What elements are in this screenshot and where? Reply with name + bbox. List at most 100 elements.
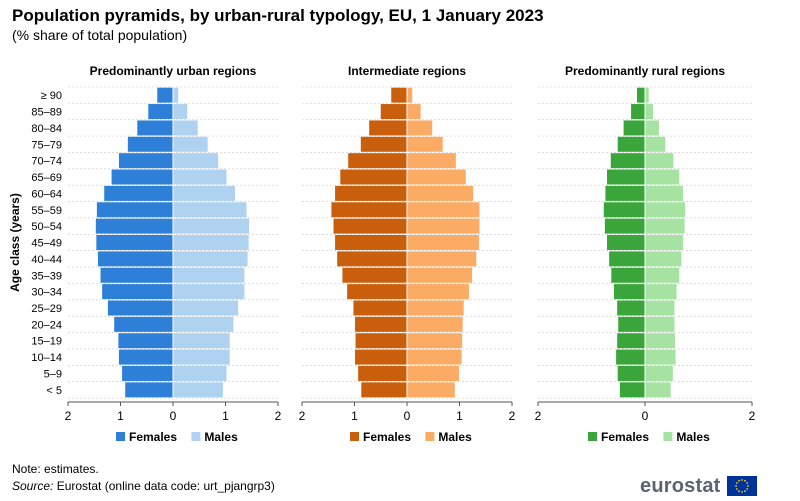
bar-males xyxy=(407,136,443,152)
x-tick-label: 2 xyxy=(535,409,542,423)
bar-females xyxy=(348,153,407,169)
bar-males xyxy=(645,251,682,267)
bar-females xyxy=(617,333,645,349)
flag-star xyxy=(740,491,743,493)
panel-title: Intermediate regions xyxy=(348,64,466,78)
bar-females xyxy=(342,267,407,283)
x-tick-label: 1 xyxy=(456,409,463,423)
x-tick-label: 1 xyxy=(117,409,124,423)
legend-label: Females xyxy=(363,430,411,444)
bar-females xyxy=(380,104,407,120)
bar-males xyxy=(645,185,683,201)
bar-females xyxy=(617,365,645,381)
flag-star xyxy=(743,490,746,493)
bar-males xyxy=(173,365,227,381)
note-text: Note: estimates. xyxy=(12,462,99,476)
bar-females xyxy=(107,300,173,316)
bar-females xyxy=(104,185,173,201)
bar-males xyxy=(645,153,674,169)
bar-males xyxy=(407,267,473,283)
x-tick-label: 2 xyxy=(749,409,756,423)
legend-label: Females xyxy=(129,430,177,444)
bar-males xyxy=(645,316,675,332)
bar-females xyxy=(118,333,173,349)
x-tick-label: 2 xyxy=(299,409,306,423)
age-class-label: < 5 xyxy=(46,385,62,397)
bar-females xyxy=(611,267,645,283)
age-class-label: 60–64 xyxy=(31,188,62,200)
x-tick-label: 0 xyxy=(404,409,411,423)
bar-males xyxy=(173,316,234,332)
bar-females xyxy=(616,349,645,365)
age-class-label: 10–14 xyxy=(31,352,62,364)
panel-title: Predominantly urban regions xyxy=(90,64,257,78)
x-tick-label: 1 xyxy=(351,409,358,423)
bar-males xyxy=(173,202,247,218)
bar-males xyxy=(645,349,676,365)
bar-males xyxy=(645,382,671,398)
bar-males xyxy=(407,185,474,201)
flag-star xyxy=(737,479,740,482)
age-class-label: 65–69 xyxy=(31,172,62,184)
bar-males xyxy=(407,153,456,169)
age-class-label: 50–54 xyxy=(31,221,62,233)
bar-females xyxy=(335,235,407,251)
bar-males xyxy=(645,284,677,300)
flag-star xyxy=(743,479,746,482)
bar-males xyxy=(173,87,179,103)
bar-males xyxy=(645,120,659,136)
bar-females xyxy=(618,316,645,332)
flag-star xyxy=(737,490,740,493)
bar-females xyxy=(631,104,645,120)
bar-females xyxy=(125,382,173,398)
age-class-label: 25–29 xyxy=(31,303,62,315)
bar-females xyxy=(114,316,173,332)
bar-females xyxy=(100,267,173,283)
bar-males xyxy=(407,300,464,316)
bar-females xyxy=(137,120,173,136)
x-tick-label: 2 xyxy=(509,409,516,423)
bar-males xyxy=(173,333,230,349)
bar-males xyxy=(173,284,245,300)
bar-females xyxy=(333,218,407,234)
age-class-label: 80–84 xyxy=(31,123,62,135)
bar-females xyxy=(95,218,173,234)
bar-males xyxy=(645,333,675,349)
bar-males xyxy=(645,169,680,185)
bar-males xyxy=(407,87,413,103)
y-axis-title: Age class (years) xyxy=(8,193,22,292)
bar-males xyxy=(407,169,466,185)
panel-title: Predominantly rural regions xyxy=(565,64,725,78)
bar-females xyxy=(609,251,645,267)
legend-label: Males xyxy=(676,430,710,444)
bar-females xyxy=(391,87,407,103)
bar-females xyxy=(347,284,407,300)
legend-label: Males xyxy=(204,430,238,444)
bar-males xyxy=(173,218,250,234)
chart-subtitle: (% share of total population) xyxy=(12,27,188,43)
age-class-label: 35–39 xyxy=(31,270,62,282)
bar-males xyxy=(173,120,198,136)
bar-females xyxy=(353,300,407,316)
bar-males xyxy=(645,104,654,120)
bar-males xyxy=(645,365,673,381)
source-label: Source: xyxy=(12,479,54,493)
bar-females xyxy=(337,251,407,267)
flag-star xyxy=(735,482,738,484)
bar-males xyxy=(645,202,686,218)
legend-swatch xyxy=(663,432,673,441)
eurostat-wordmark: eurostat xyxy=(640,474,721,497)
bar-females xyxy=(148,104,173,120)
flag-background xyxy=(726,476,757,496)
bar-females xyxy=(617,136,645,152)
bar-males xyxy=(407,120,433,136)
bar-males xyxy=(407,235,479,251)
age-class-label: 75–79 xyxy=(31,139,62,151)
flag-star xyxy=(746,485,749,487)
bar-males xyxy=(173,136,208,152)
legend-swatch xyxy=(116,432,125,441)
bar-females xyxy=(355,333,407,349)
bar-females xyxy=(360,136,407,152)
bar-females xyxy=(331,202,407,218)
legend-swatch xyxy=(350,432,359,441)
